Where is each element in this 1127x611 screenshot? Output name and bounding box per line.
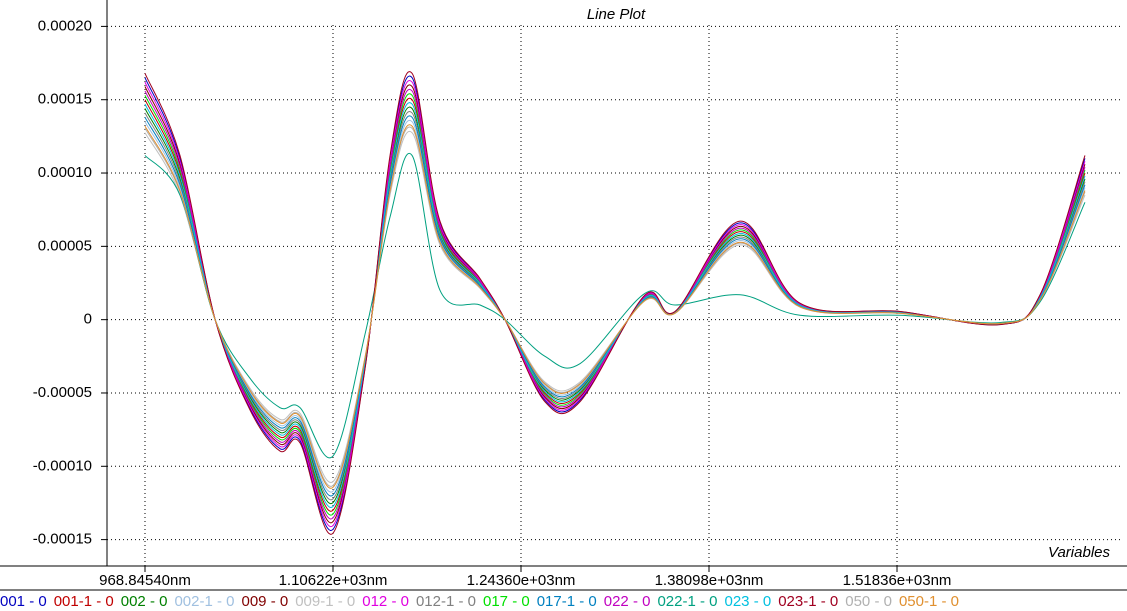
chart-title: Line Plot bbox=[587, 6, 646, 23]
legend-entry: 009 - 0 bbox=[241, 593, 289, 610]
legend-entry: 002 - 0 bbox=[120, 593, 168, 610]
y-tick-label: -0.00010 bbox=[33, 457, 92, 474]
series-line bbox=[144, 71, 1086, 535]
y-tick-label: 0 bbox=[84, 311, 92, 328]
series-line bbox=[144, 124, 1086, 489]
x-axis-label: Variables bbox=[1048, 544, 1110, 561]
series-line bbox=[144, 152, 1086, 459]
legend-entry: 022 - 0 bbox=[603, 593, 651, 610]
y-tick-label: 0.00010 bbox=[38, 164, 92, 181]
legend-entry: 023 - 0 bbox=[724, 593, 772, 610]
legend-entry: 017-1 - 0 bbox=[536, 593, 597, 610]
x-tick-label: 1.38098e+03nm bbox=[655, 572, 764, 589]
legend-entry: 050 - 0 bbox=[845, 593, 892, 610]
x-tick-label: 968.84540nm bbox=[99, 572, 191, 589]
legend-entry: 002-1 - 0 bbox=[174, 593, 235, 610]
y-tick-label: -0.00005 bbox=[33, 384, 92, 401]
legend-entry: 050-1 - 0 bbox=[898, 593, 959, 610]
y-tick-label: 0.00015 bbox=[38, 91, 92, 108]
x-tick-label: 1.24360e+03nm bbox=[467, 572, 576, 589]
series-line bbox=[144, 102, 1086, 508]
chart: Line Plot Variables 0.00020 0.00015 0.0001… bbox=[0, 0, 1127, 591]
x-tick-label: 1.51836e+03nm bbox=[843, 572, 952, 589]
series-line bbox=[144, 126, 1086, 487]
legend: 001 - 0 001-1 - 0 002 - 0 002-1 - 0 009 - 0 0… bbox=[0, 592, 1127, 611]
series-line bbox=[144, 80, 1086, 527]
series-line bbox=[144, 93, 1086, 516]
series-line bbox=[144, 84, 1086, 524]
series-line bbox=[144, 75, 1086, 531]
legend-entry: 023-1 - 0 bbox=[778, 593, 839, 610]
legend-entry: 022-1 - 0 bbox=[657, 593, 718, 610]
legend-entry: 001-1 - 0 bbox=[53, 593, 114, 610]
legend-entry: 012-1 - 0 bbox=[415, 593, 476, 610]
series-line bbox=[144, 110, 1086, 501]
legend-entry: 009-1 - 0 bbox=[295, 593, 356, 610]
legend-entry: 012 - 0 bbox=[362, 593, 409, 610]
series-line bbox=[144, 130, 1086, 483]
y-tick-label: 0.00005 bbox=[38, 237, 92, 254]
y-tick-label: 0.00020 bbox=[38, 17, 92, 34]
x-tick-label: 1.10622e+03nm bbox=[279, 572, 388, 589]
legend-entry: 001 - 0 bbox=[0, 593, 47, 610]
legend-entry: 017 - 0 bbox=[483, 593, 530, 610]
series-line bbox=[144, 119, 1086, 493]
series-line bbox=[144, 88, 1086, 520]
y-tick-label: -0.00015 bbox=[33, 531, 92, 548]
